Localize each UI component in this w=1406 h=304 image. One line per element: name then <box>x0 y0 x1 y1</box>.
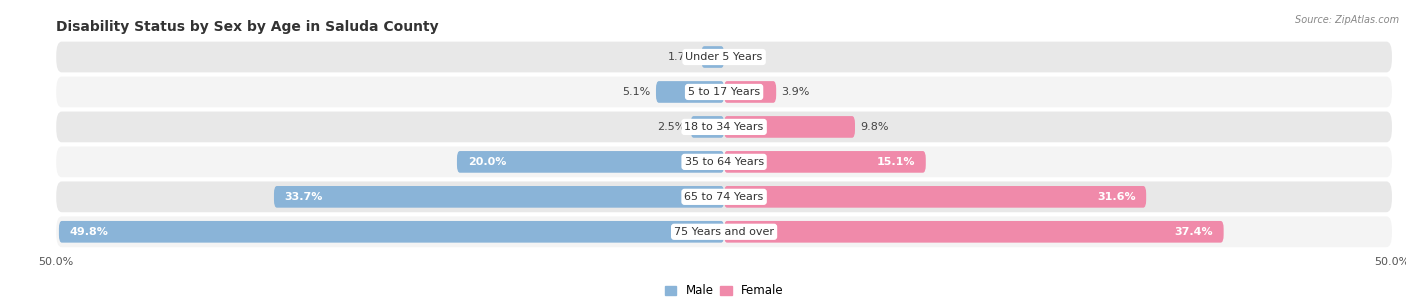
Text: 31.6%: 31.6% <box>1097 192 1136 202</box>
Text: 20.0%: 20.0% <box>468 157 506 167</box>
Text: Under 5 Years: Under 5 Years <box>686 52 762 62</box>
Text: 75 Years and over: 75 Years and over <box>673 227 775 237</box>
Text: 37.4%: 37.4% <box>1174 227 1213 237</box>
Text: 15.1%: 15.1% <box>876 157 915 167</box>
Text: 0.0%: 0.0% <box>730 52 758 62</box>
Text: 3.9%: 3.9% <box>782 87 810 97</box>
FancyBboxPatch shape <box>724 81 776 103</box>
Text: 9.8%: 9.8% <box>860 122 889 132</box>
Legend: Male, Female: Male, Female <box>659 280 789 302</box>
FancyBboxPatch shape <box>59 221 724 243</box>
FancyBboxPatch shape <box>56 147 1392 177</box>
FancyBboxPatch shape <box>56 181 1392 212</box>
Text: 33.7%: 33.7% <box>284 192 323 202</box>
Text: 18 to 34 Years: 18 to 34 Years <box>685 122 763 132</box>
FancyBboxPatch shape <box>724 186 1146 208</box>
FancyBboxPatch shape <box>56 77 1392 107</box>
FancyBboxPatch shape <box>457 151 724 173</box>
FancyBboxPatch shape <box>56 112 1392 142</box>
FancyBboxPatch shape <box>274 186 724 208</box>
Text: Source: ZipAtlas.com: Source: ZipAtlas.com <box>1295 15 1399 25</box>
Text: Disability Status by Sex by Age in Saluda County: Disability Status by Sex by Age in Salud… <box>56 20 439 34</box>
Text: 1.7%: 1.7% <box>668 52 696 62</box>
FancyBboxPatch shape <box>724 116 855 138</box>
Text: 5.1%: 5.1% <box>623 87 651 97</box>
Text: 35 to 64 Years: 35 to 64 Years <box>685 157 763 167</box>
Text: 65 to 74 Years: 65 to 74 Years <box>685 192 763 202</box>
Text: 49.8%: 49.8% <box>69 227 108 237</box>
Text: 2.5%: 2.5% <box>657 122 685 132</box>
FancyBboxPatch shape <box>56 42 1392 72</box>
FancyBboxPatch shape <box>724 221 1223 243</box>
FancyBboxPatch shape <box>702 46 724 68</box>
Text: 5 to 17 Years: 5 to 17 Years <box>688 87 761 97</box>
FancyBboxPatch shape <box>724 151 925 173</box>
FancyBboxPatch shape <box>690 116 724 138</box>
FancyBboxPatch shape <box>657 81 724 103</box>
FancyBboxPatch shape <box>56 216 1392 247</box>
